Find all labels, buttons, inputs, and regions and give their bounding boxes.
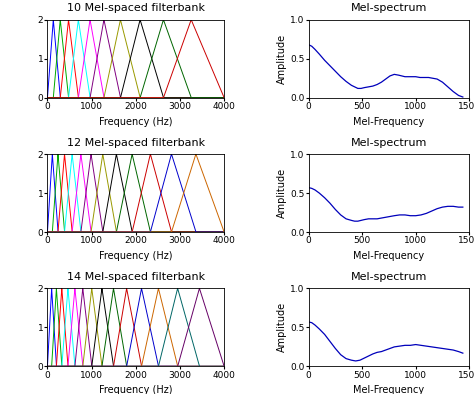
X-axis label: Mel-Frequency: Mel-Frequency bbox=[353, 117, 425, 126]
Title: Mel-spectrum: Mel-spectrum bbox=[351, 4, 427, 13]
Title: 10 Mel-spaced filterbank: 10 Mel-spaced filterbank bbox=[67, 4, 205, 13]
X-axis label: Mel-Frequency: Mel-Frequency bbox=[353, 251, 425, 261]
Title: Mel-spectrum: Mel-spectrum bbox=[351, 138, 427, 148]
Title: 12 Mel-spaced filterbank: 12 Mel-spaced filterbank bbox=[67, 138, 205, 148]
X-axis label: Frequency (Hz): Frequency (Hz) bbox=[99, 385, 173, 394]
Y-axis label: Amplitude: Amplitude bbox=[277, 33, 287, 84]
Y-axis label: Amplitude: Amplitude bbox=[277, 168, 287, 218]
Y-axis label: Amplitude: Amplitude bbox=[277, 302, 287, 353]
X-axis label: Frequency (Hz): Frequency (Hz) bbox=[99, 117, 173, 126]
Title: Mel-spectrum: Mel-spectrum bbox=[351, 272, 427, 282]
Title: 14 Mel-spaced filterbank: 14 Mel-spaced filterbank bbox=[67, 272, 205, 282]
X-axis label: Mel-Frequency: Mel-Frequency bbox=[353, 385, 425, 394]
X-axis label: Frequency (Hz): Frequency (Hz) bbox=[99, 251, 173, 261]
